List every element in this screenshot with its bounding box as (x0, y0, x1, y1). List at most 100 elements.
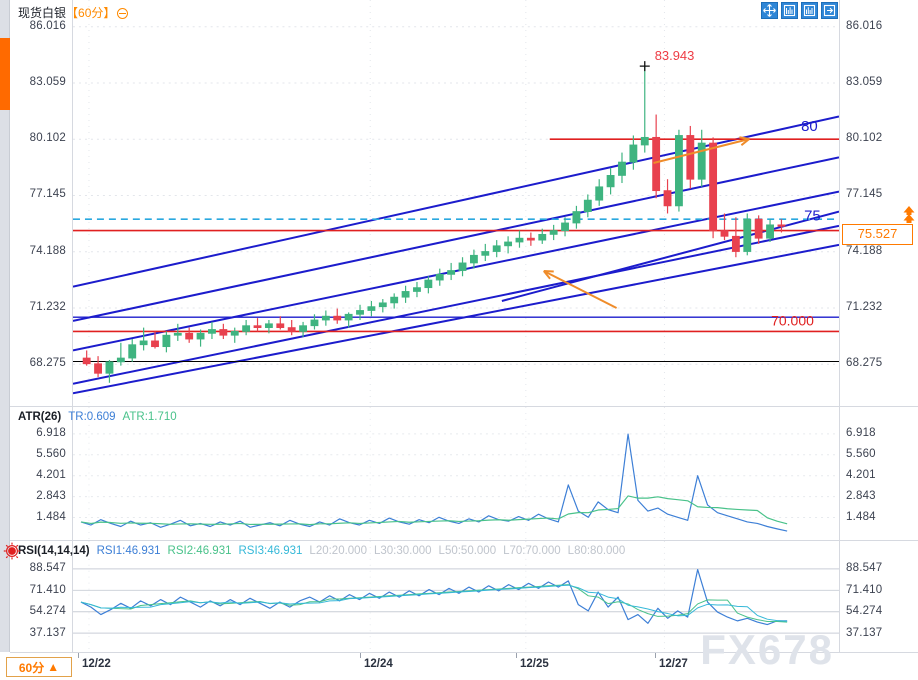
left-scroll-thumb[interactable] (0, 38, 10, 110)
atr-header: ATR(26) TR:0.609 ATR:1.710 (18, 411, 184, 423)
time-axis-tick (78, 653, 79, 658)
candlestick (401, 285, 410, 303)
candlestick (151, 331, 159, 349)
price-chart-svg: 83.943 80 75 70.000 (73, 0, 839, 406)
price-axis-tick-left: 74.188 (29, 244, 66, 257)
candlestick (504, 236, 513, 254)
candlestick (675, 129, 683, 212)
candlestick (94, 356, 102, 378)
chart-toolbar[interactable] (761, 2, 838, 19)
price-axis-tick-left: 68.275 (29, 357, 66, 370)
rsi-plot-area[interactable] (72, 541, 840, 652)
level-label: 80 (801, 118, 818, 135)
candlestick (583, 194, 592, 218)
atr-axis-tick-left: 2.843 (36, 490, 66, 503)
timeframe-button-label: 60分 (18, 660, 45, 675)
timeframe-label: 【60分】 (66, 6, 116, 20)
candlestick (173, 323, 182, 341)
chart-expand-icon[interactable] (821, 2, 838, 19)
price-axis-tick-left: 80.102 (29, 132, 66, 145)
atr-plot-area[interactable] (72, 407, 840, 540)
candlestick (481, 243, 490, 262)
current-price-tag[interactable]: 75.527 (842, 224, 913, 246)
atr-axis-tick-left: 1.484 (36, 511, 66, 524)
price-axis-tick-left: 83.059 (29, 75, 66, 88)
rsi-level-80: L80:80.000 (567, 545, 626, 557)
chart-left-align-icon[interactable] (781, 2, 798, 19)
peak-price-label: 83.943 (655, 48, 695, 63)
price-axis-tick-right: 86.016 (846, 19, 883, 32)
rsi-axis-tick-left: 71.410 (29, 583, 66, 596)
chart-header: 现货白银【60分】 (18, 4, 129, 21)
annotation-arrow (543, 270, 618, 309)
candlestick (162, 331, 171, 353)
atr-axis-tick-right: 6.918 (846, 427, 876, 440)
candlestick (253, 318, 262, 332)
candlestick (754, 215, 763, 244)
time-axis: 12/22 12/24 12/25 12/27 (10, 652, 918, 680)
candlestick (629, 135, 638, 170)
minus-circle-icon[interactable] (117, 8, 129, 19)
time-axis-label: 12/22 (82, 658, 111, 670)
candlestick (447, 262, 456, 281)
candlestick (435, 268, 444, 286)
atr-value: ATR:1.710 (122, 411, 177, 423)
price-axis-tick-right: 77.145 (846, 188, 883, 201)
candlestick (606, 167, 615, 195)
price-axis-right[interactable]: 86.016 83.059 80.102 77.145 74.188 71.232 68.2… (840, 0, 918, 406)
candlestick (321, 310, 330, 326)
rsi2-value: RSI2:46.931 (167, 545, 232, 557)
atr-axis-tick-left: 5.560 (36, 448, 66, 461)
timeframe-button[interactable]: 60分 ▲ (6, 657, 72, 677)
price-plot-area[interactable]: 83.943 80 75 70.000 (72, 0, 840, 406)
rsi-level-70: L70:70.000 (503, 545, 561, 557)
time-axis-label: 12/24 (364, 658, 393, 670)
atr-axis-tick-right: 1.484 (846, 511, 876, 524)
candlestick (139, 327, 148, 351)
rsi-chart-svg (73, 541, 839, 652)
rsi-axis-tick-left: 37.137 (29, 626, 66, 639)
rsi-header: RSI(14,14,14) RSI1:46.931 RSI2:46.931 RSI3:… (18, 545, 632, 557)
chart-right-align-icon[interactable] (801, 2, 818, 19)
candlestick (458, 257, 467, 277)
candlestick (515, 230, 524, 248)
candlestick (766, 219, 774, 242)
crosshair-move-icon[interactable] (761, 2, 778, 19)
indicator-line (80, 433, 788, 532)
candlestick (720, 213, 729, 241)
candlestick (196, 329, 205, 347)
atr-axis-tick-left: 4.201 (36, 469, 66, 482)
price-axis-left: 86.016 83.059 80.102 77.145 74.188 71.232 68.2… (10, 0, 72, 406)
price-axis-tick-right: 83.059 (846, 75, 883, 88)
atr-axis-right: 6.918 5.560 4.201 2.843 1.484 (840, 407, 918, 540)
price-axis-tick-right: 71.232 (846, 300, 883, 313)
rsi-level-50: L50:50.000 (438, 545, 497, 557)
time-axis-label: 12/25 (520, 658, 549, 670)
left-scroll-rail[interactable] (0, 0, 10, 652)
atr-title: ATR(26) (18, 411, 62, 423)
candlestick (709, 137, 718, 239)
candlestick (424, 276, 433, 294)
candlestick (185, 327, 194, 343)
rsi-level-20: L20:20.000 (309, 545, 367, 557)
candlestick (367, 300, 376, 317)
symbol-label: 现货白银 (18, 6, 67, 20)
price-marker-arrow-icon (902, 206, 916, 229)
rsi3-value: RSI3:46.931 (238, 545, 303, 557)
candlestick (333, 308, 342, 324)
level-label: 75 (804, 208, 821, 225)
rsi-axis-tick-right: 88.547 (846, 562, 883, 575)
candlestick (390, 293, 399, 309)
indicator-line (80, 584, 788, 622)
candlestick (264, 320, 273, 334)
candlestick (526, 232, 535, 246)
price-axis-tick-left: 77.145 (29, 188, 66, 201)
candlestick (469, 249, 478, 269)
candlestick (344, 312, 353, 328)
candlestick (378, 299, 387, 313)
record-target-icon[interactable] (2, 540, 22, 562)
candlestick (116, 342, 125, 366)
candlestick (652, 114, 661, 199)
price-axis-tick-left: 71.232 (29, 300, 66, 313)
